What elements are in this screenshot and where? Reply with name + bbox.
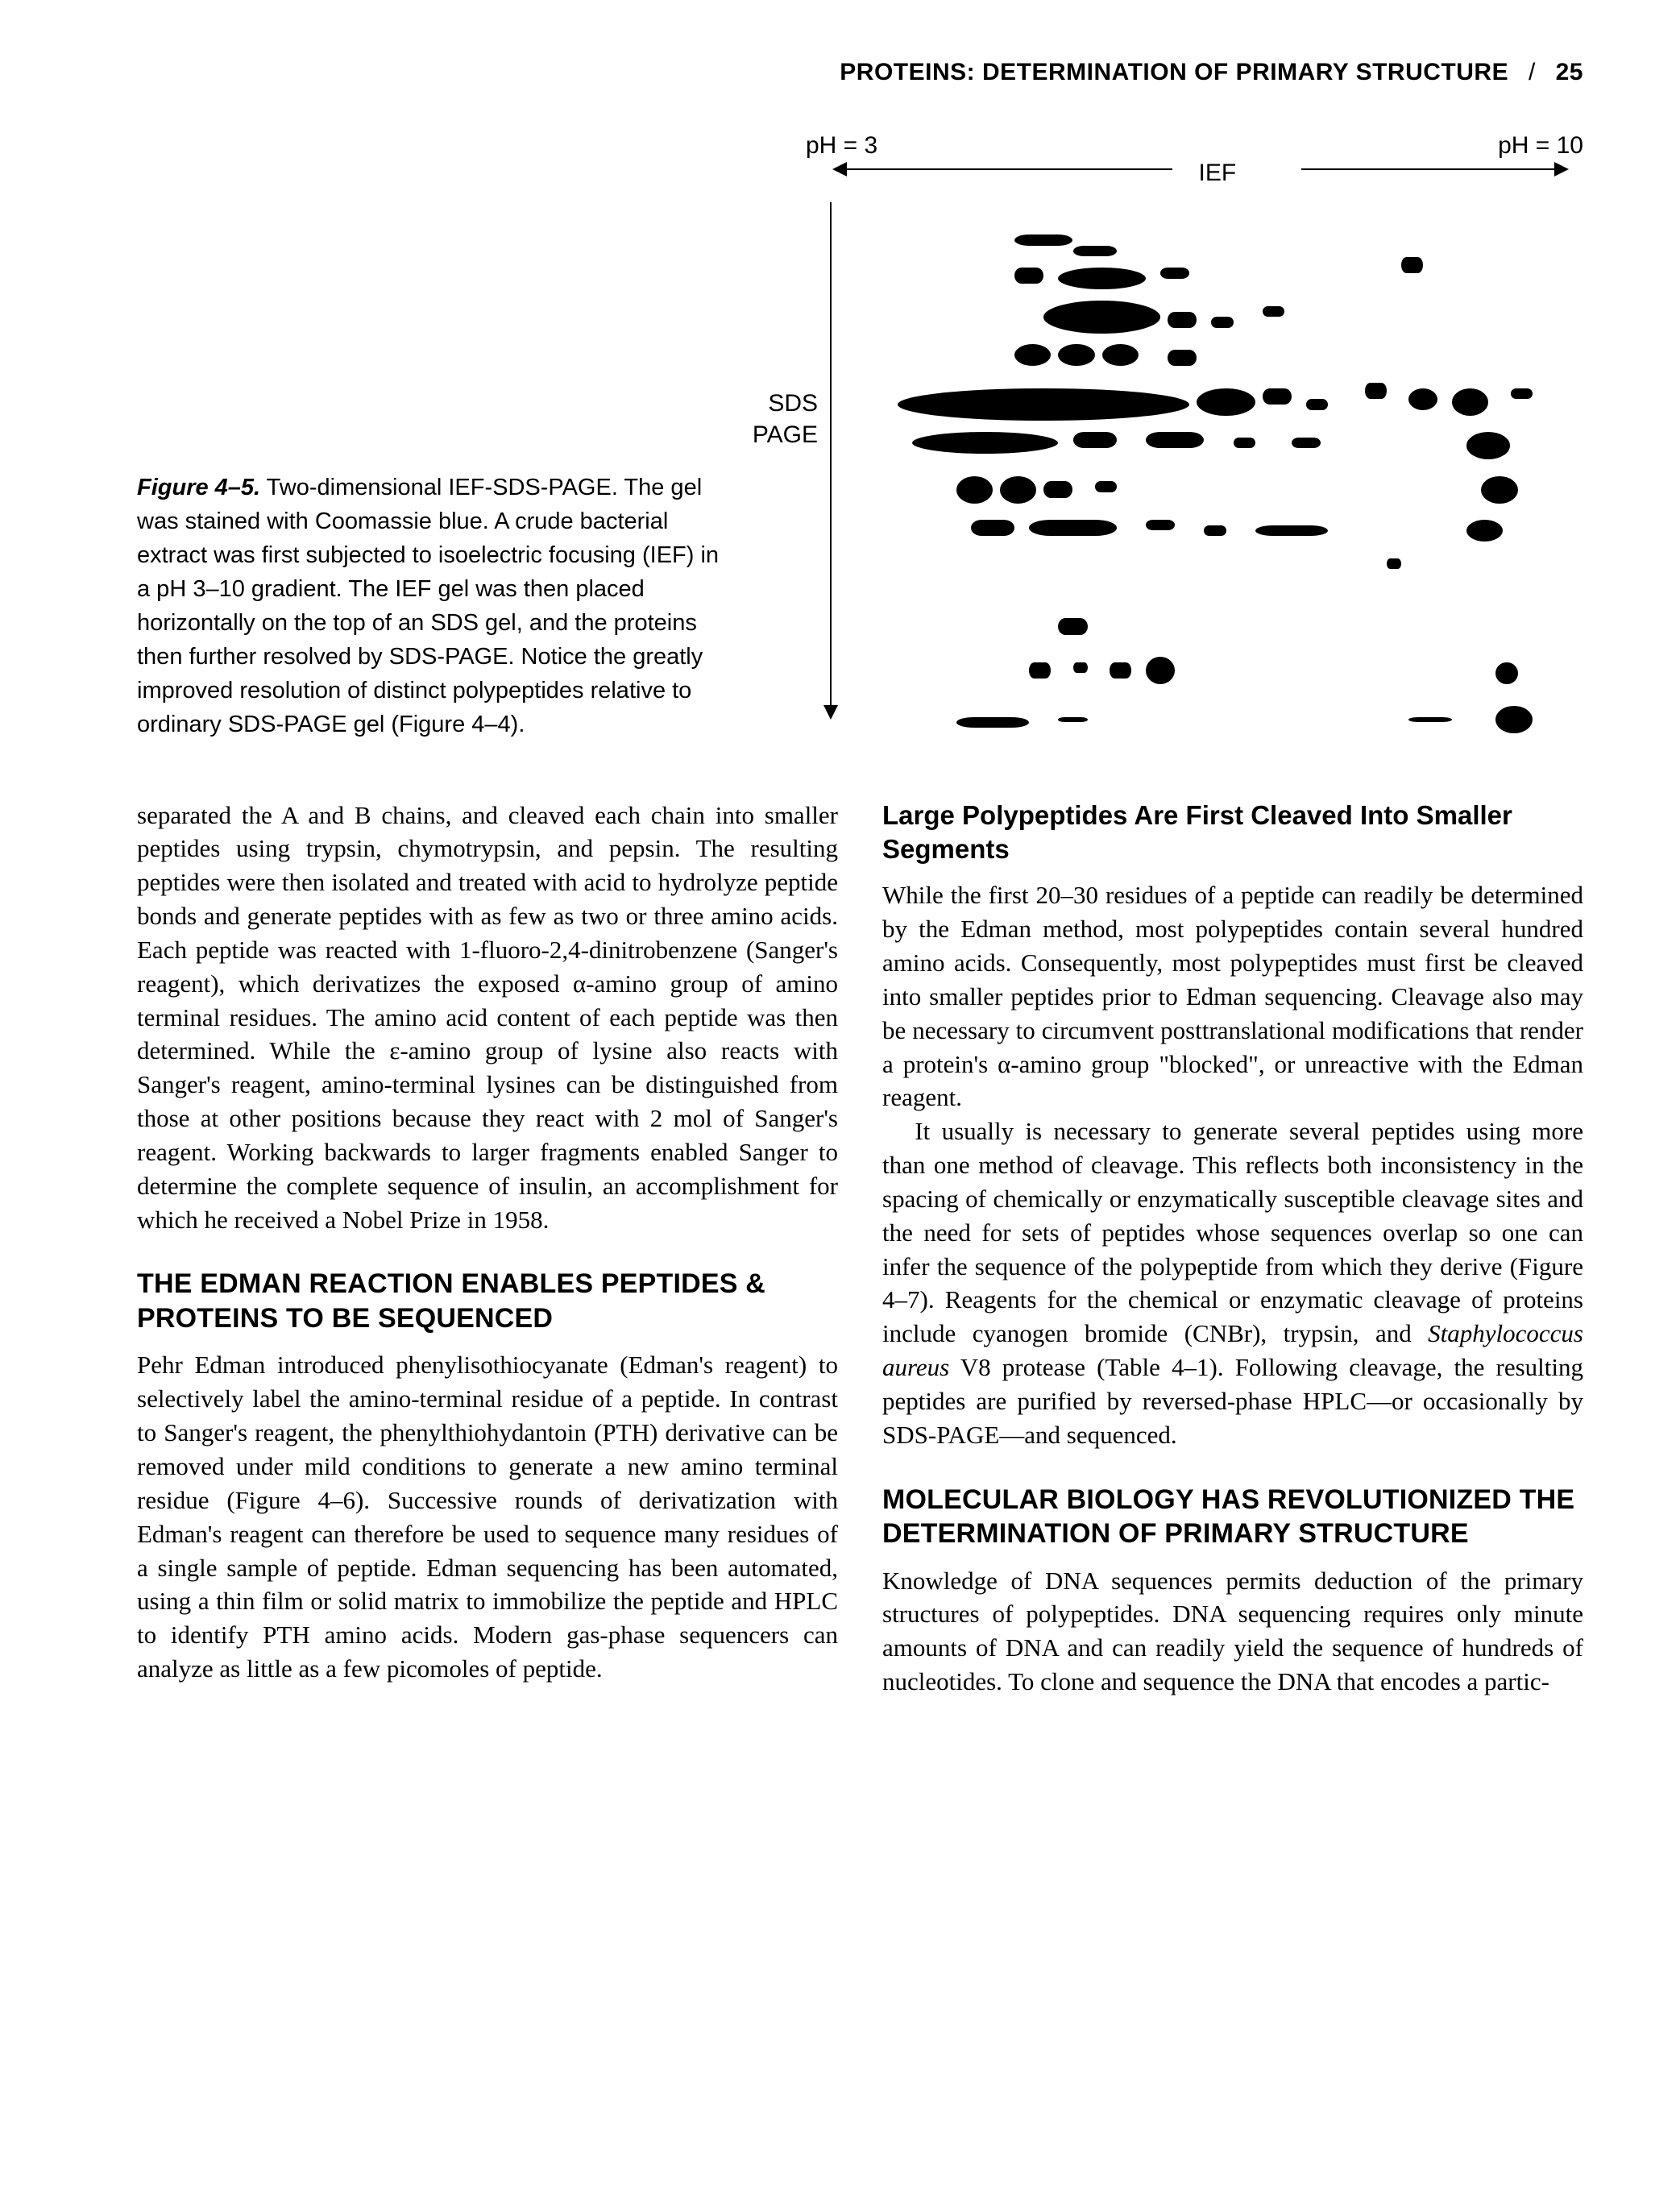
right-p2-b: V8 protease (Table 4–1). Following cleav… — [882, 1353, 1583, 1449]
subsection-heading-large-polypeptides: Large Polypeptides Are First Cleaved Int… — [882, 799, 1583, 868]
gel-spot — [1073, 662, 1088, 674]
left-p1: separated the A and B chains, and cleave… — [137, 799, 838, 1237]
gel-spot — [1095, 481, 1117, 492]
sds-arrow-down-icon — [830, 202, 832, 718]
gel-spot — [1306, 399, 1328, 410]
ief-label: IEF — [1199, 157, 1237, 190]
gel-spot — [1043, 301, 1160, 334]
gel-spot — [1495, 706, 1532, 733]
gel-spot — [1263, 388, 1292, 405]
figure-region: Figure 4–5. Two-dimensional IEF-SDS-PAGE… — [137, 130, 1583, 750]
section-heading-molecular-biology: MOLECULAR BIOLOGY HAS REVOLUTIONIZED THE… — [882, 1483, 1583, 1551]
gel-spot — [1146, 520, 1175, 531]
ief-arrow-right-icon — [1301, 168, 1567, 170]
gel-spot — [1029, 662, 1051, 679]
gel-spot — [1197, 388, 1255, 416]
right-p2-a: It usually is necessary to generate seve… — [882, 1117, 1583, 1347]
gel-spot — [1204, 525, 1226, 537]
gel-plot-area — [854, 202, 1583, 750]
gel-spot — [1146, 432, 1204, 448]
gel-spot — [1408, 717, 1452, 723]
figure-caption: Figure 4–5. Two-dimensional IEF-SDS-PAGE… — [137, 471, 733, 741]
left-column: separated the A and B chains, and cleave… — [137, 799, 838, 1699]
page-number: 25 — [1556, 59, 1583, 85]
gel-spot — [1014, 234, 1072, 246]
gel-spot — [1160, 268, 1189, 279]
ief-arrow-left-icon — [834, 168, 1172, 170]
gel-spot — [1481, 476, 1517, 504]
gel-spot — [1255, 525, 1329, 537]
section-heading-edman: THE EDMAN REACTION ENABLES PEPTIDES & PR… — [137, 1267, 838, 1335]
gel-spot — [1168, 312, 1197, 328]
gel-spot — [1452, 388, 1488, 416]
gel-spot — [1014, 268, 1043, 284]
figure-caption-column: Figure 4–5. Two-dimensional IEF-SDS-PAGE… — [137, 130, 733, 750]
gel-spot — [1408, 388, 1437, 410]
right-p2: It usually is necessary to generate seve… — [882, 1114, 1583, 1451]
right-column: Large Polypeptides Are First Cleaved Int… — [882, 799, 1583, 1699]
sds-page-label: SDS PAGE — [737, 388, 818, 450]
gel-spot — [1073, 246, 1117, 257]
right-p3: Knowledge of DNA sequences permits deduc… — [882, 1564, 1583, 1699]
gel-spot — [956, 717, 1030, 728]
ph-right-label: pH = 10 — [1498, 130, 1583, 163]
gel-spot — [1211, 317, 1233, 328]
figure-label: Figure 4–5. — [137, 475, 260, 500]
gel-spot — [1466, 432, 1510, 459]
figure-caption-text: Two-dimensional IEF-SDS-PAGE. The gel wa… — [137, 475, 719, 737]
ph-left-label: pH = 3 — [806, 130, 877, 163]
gel-spot — [956, 476, 993, 504]
gel-spot — [1058, 268, 1146, 289]
running-title: PROTEINS: DETERMINATION OF PRIMARY STRUC… — [840, 59, 1508, 85]
gel-spot — [898, 388, 1189, 421]
gel-spot — [1058, 618, 1087, 634]
sds-label-line2: PAGE — [737, 419, 818, 450]
gel-spot — [1146, 657, 1175, 684]
running-header: PROTEINS: DETERMINATION OF PRIMARY STRUC… — [137, 56, 1583, 89]
figure-diagram: pH = 3 pH = 10 IEF SDS PAGE — [765, 130, 1583, 750]
gel-spot — [1029, 520, 1117, 536]
gel-spot — [1110, 662, 1131, 679]
sds-label-line1: SDS — [737, 388, 818, 419]
body-columns: separated the A and B chains, and cleave… — [137, 799, 1583, 1699]
gel-spot — [1073, 432, 1117, 448]
gel-spot — [1168, 350, 1197, 366]
gel-spot — [1058, 344, 1094, 366]
header-slash: / — [1516, 59, 1549, 85]
gel-spot — [1234, 438, 1255, 449]
gel-spot — [1401, 257, 1423, 273]
gel-spot — [1365, 383, 1387, 399]
gel-spot — [971, 520, 1014, 536]
gel-spot — [1014, 344, 1051, 366]
gel-spot — [912, 432, 1058, 454]
gel-spot — [1043, 481, 1072, 497]
left-p2: Pehr Edman introduced phenylisothiocyana… — [137, 1348, 838, 1685]
gel-spot — [1495, 662, 1517, 684]
gel-spot — [1000, 476, 1036, 504]
gel-spot — [1466, 520, 1503, 542]
right-p1: While the first 20–30 residues of a pept… — [882, 878, 1583, 1114]
gel-spot — [1511, 388, 1533, 400]
gel-spot — [1387, 558, 1401, 570]
gel-spot — [1102, 344, 1139, 366]
gel-spot — [1292, 438, 1321, 449]
gel-spot — [1058, 717, 1087, 723]
gel-spot — [1263, 306, 1284, 317]
